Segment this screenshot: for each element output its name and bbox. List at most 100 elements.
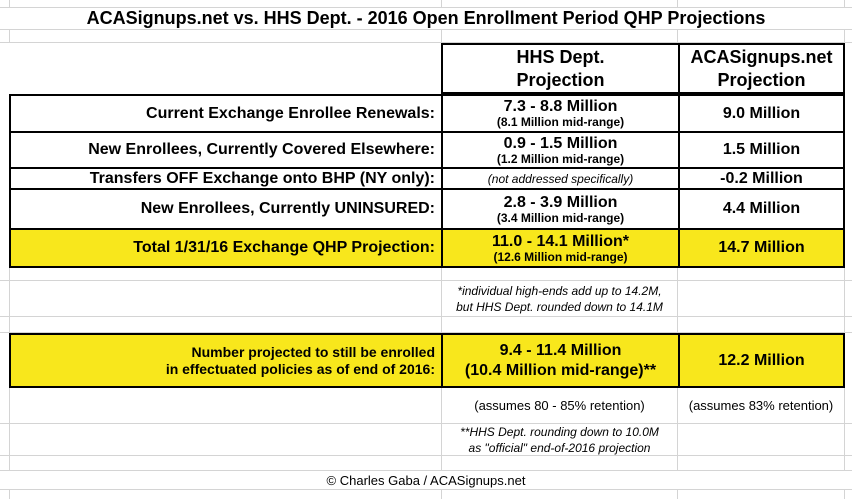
grid-cell [10,30,442,42]
grid-cell [442,456,678,470]
aca-projection-value: 9.0 Million [722,104,801,122]
hhs-projection-range: 0.9 - 1.5 Million [503,134,618,152]
grid-cell [845,456,852,470]
grid-cell [845,388,852,423]
grid-cell [0,30,10,42]
hhs-projection-range: 9.4 - 11.4 Million [499,341,622,359]
blank-row [0,317,852,333]
column-header-hhs-line1: HHS Dept. [516,46,605,67]
hhs-projection-midrange: (8.1 Million mid-range) [496,115,625,129]
footnote-high-ends-row: *individual high-ends add up to 14.2M, b… [0,281,852,317]
hhs-projection-cell: (not addressed specifically) [443,169,680,188]
projection-table: Current Exchange Enrollee Renewals: 7.3 … [9,94,845,268]
grid-cell [845,0,852,7]
grid-cell [678,0,845,7]
grid-cell [10,424,442,455]
page-title: ACASignups.net vs. HHS Dept. - 2016 Open… [0,8,852,30]
hhs-not-addressed-note: (not addressed specifically) [487,171,634,186]
column-header-hhs: HHS Dept. Projection [443,45,680,92]
footnote-line: **HHS Dept. rounding down to 10.0M [460,424,659,439]
grid-cell [442,490,678,499]
grid-cell [845,30,852,42]
footnote-line: as "official" end-of-2016 projection [468,440,651,455]
blank-row [0,30,852,43]
grid-cell [845,281,852,316]
grid-cell [442,268,678,280]
column-header-aca: ACASignups.net Projection [680,45,843,92]
aca-projection-value: 4.4 Million [722,200,801,217]
grid-cell [845,317,852,332]
aca-projection-value: 12.2 Million [718,351,805,369]
aca-retention-assumption: (assumes 83% retention) [678,388,845,423]
row-label: Current Exchange Enrollee Renewals: [11,96,443,131]
row-label: Total 1/31/16 Exchange QHP Projection: [11,230,443,266]
grid-cell [678,317,845,332]
hhs-projection-midrange: (12.6 Million mid-range) [493,249,628,264]
grid-cell [0,490,10,499]
grid-cell [845,424,852,455]
grid-cell [678,424,845,455]
hhs-projection-range: 2.8 - 3.9 Million [503,193,618,211]
footnote-line: but HHS Dept. rounded down to 14.1M [456,299,663,314]
row-label: Number projected to still be enrolled in… [11,335,443,386]
table-row-effectuated-2016: Number projected to still be enrolled in… [9,333,845,388]
hhs-projection-midrange: (3.4 Million mid-range) [496,210,625,225]
column-header-aca-line1: ACASignups.net [690,46,833,67]
table-row-renewals: Current Exchange Enrollee Renewals: 7.3 … [11,96,843,133]
grid-cell [10,317,442,332]
grid-cell [10,490,442,499]
footnote-high-ends: *individual high-ends add up to 14.2M, b… [442,281,678,316]
table-row-new-uninsured: New Enrollees, Currently UNINSURED: 2.8 … [11,190,843,230]
footnote-line: *individual high-ends add up to 14.2M, [457,283,662,298]
grid-cell [0,0,10,7]
grid-cell [0,281,10,316]
grid-cell [0,317,10,332]
grid-cell [678,456,845,470]
column-header-box: HHS Dept. Projection ACASignups.net Proj… [441,43,845,94]
footnote-rounding-row: **HHS Dept. rounding down to 10.0M as "o… [0,424,852,456]
grid-cell [0,424,10,455]
grid-cell [10,388,442,423]
aca-projection-value: 14.7 Million [718,239,805,256]
row-label: Transfers OFF Exchange onto BHP (NY only… [11,169,443,188]
hhs-projection-cell: 11.0 - 14.1 Million* (12.6 Million mid-r… [443,230,680,266]
grid-cell [845,490,852,499]
hhs-projection-cell: 9.4 - 11.4 Million (10.4 Million mid-ran… [443,335,680,386]
hhs-projection-range: 7.3 - 8.8 Million [503,98,618,115]
retention-assumptions-row: (assumes 80 - 85% retention) (assumes 83… [0,388,852,424]
aca-retention-text: (assumes 83% retention) [688,398,834,413]
hhs-projection-cell: 7.3 - 8.8 Million (8.1 Million mid-range… [443,96,680,131]
grid-cell [10,456,442,470]
aca-projection-value: -0.2 Million [720,169,803,187]
hhs-projection-cell: 0.9 - 1.5 Million (1.2 Million mid-range… [443,133,680,167]
grid-cell [10,0,442,7]
grid-cell [0,456,10,470]
copyright-text: © Charles Gaba / ACASignups.net [0,471,852,490]
grid-cell [0,388,10,423]
blank-row [0,456,852,471]
row-label: New Enrollees, Currently Covered Elsewhe… [11,133,443,167]
row-label-line2: in effectuated policies as of end of 201… [165,360,435,377]
blank-row-top [0,0,852,8]
hhs-projection-midrange: (1.2 Million mid-range) [496,151,625,166]
grid-cell [0,268,10,280]
hhs-retention-text: (assumes 80 - 85% retention) [474,398,645,413]
blank-row-bottom [0,490,852,499]
hhs-projection-cell: 2.8 - 3.9 Million (3.4 Million mid-range… [443,190,680,228]
footnote-rounding: **HHS Dept. rounding down to 10.0M as "o… [442,424,678,455]
grid-cell [442,317,678,332]
grid-cell [678,490,845,499]
table-row-bhp-transfers: Transfers OFF Exchange onto BHP (NY only… [11,169,843,190]
column-header-aca-line2: Projection [717,69,806,90]
hhs-projection-midrange: (10.4 Million mid-range)** [464,361,657,379]
row-label-line1: Number projected to still be enrolled [191,343,435,360]
table-row-total: Total 1/31/16 Exchange QHP Projection: 1… [11,230,843,266]
column-header-hhs-line2: Projection [516,69,605,90]
grid-cell [442,30,678,42]
grid-cell [442,0,678,7]
aca-projection-value: 1.5 Million [722,141,801,158]
blank-row [0,268,852,281]
column-header-row: HHS Dept. Projection ACASignups.net Proj… [0,43,852,94]
grid-cell [678,30,845,42]
